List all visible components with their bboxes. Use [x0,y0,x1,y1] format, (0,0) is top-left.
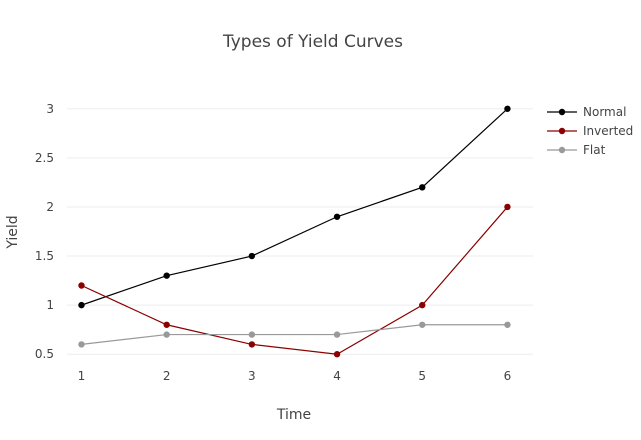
legend-marker-inverted [558,127,566,135]
chart-title: Types of Yield Curves [222,32,403,52]
legend-item-flat[interactable]: Flat [547,143,606,157]
data-point-normal[interactable] [163,272,170,279]
grid-lines [67,108,533,355]
x-tick-label: 3 [248,369,256,383]
y-axis-title: Yield [5,215,21,249]
legend-label-inverted: Inverted [583,124,633,138]
legend-marker-flat [558,146,566,154]
legend-label-normal: Normal [583,105,626,119]
data-point-inverted[interactable] [504,203,511,211]
y-tick-label: 2.5 [35,151,54,165]
y-tick-label: 3 [46,102,54,116]
data-point-flat[interactable] [163,331,170,338]
data-point-flat[interactable] [419,321,426,328]
x-tick-label: 2 [163,369,171,383]
legend-item-inverted[interactable]: Inverted [547,124,633,138]
data-point-normal[interactable] [248,252,256,260]
x-tick-label: 5 [418,369,426,383]
data-point-inverted[interactable] [78,282,85,289]
data-point-normal[interactable] [504,105,511,112]
y-tick-label: 1 [46,298,54,312]
series-line-inverted [81,206,508,355]
y-tick-label: 1.5 [35,249,54,263]
data-point-inverted[interactable] [163,321,170,328]
y-tick-label: 2 [46,200,54,214]
data-point-flat[interactable] [504,321,511,328]
data-point-flat[interactable] [333,331,341,338]
data-point-normal[interactable] [333,213,341,220]
data-point-flat[interactable] [78,341,85,348]
x-axis-title: Time [276,407,311,423]
series-line-flat [81,324,508,345]
data-point-inverted[interactable] [333,351,341,358]
x-tick-label: 6 [504,369,512,383]
data-point-flat[interactable] [248,331,256,338]
series-normal [78,105,511,309]
data-point-inverted[interactable] [419,301,426,309]
legend[interactable]: Normal Inverted Flat [547,105,633,157]
data-point-normal[interactable] [419,184,426,191]
series-inverted [78,203,511,358]
x-tick-label: 4 [333,369,341,383]
data-point-inverted[interactable] [248,341,256,348]
y-tick-label: 0.5 [35,347,54,361]
series-lines [78,105,511,358]
legend-marker-normal [558,108,566,116]
legend-label-flat: Flat [583,143,606,157]
series-line-normal [81,108,508,306]
series-flat [78,321,511,348]
data-point-normal[interactable] [78,301,85,309]
x-tick-label: 1 [78,369,86,383]
y-tick-labels: 0.5 1 1.5 2 2.5 3 [35,102,54,361]
x-tick-labels: 1 2 3 4 5 6 [78,369,512,383]
legend-item-normal[interactable]: Normal [547,105,626,119]
